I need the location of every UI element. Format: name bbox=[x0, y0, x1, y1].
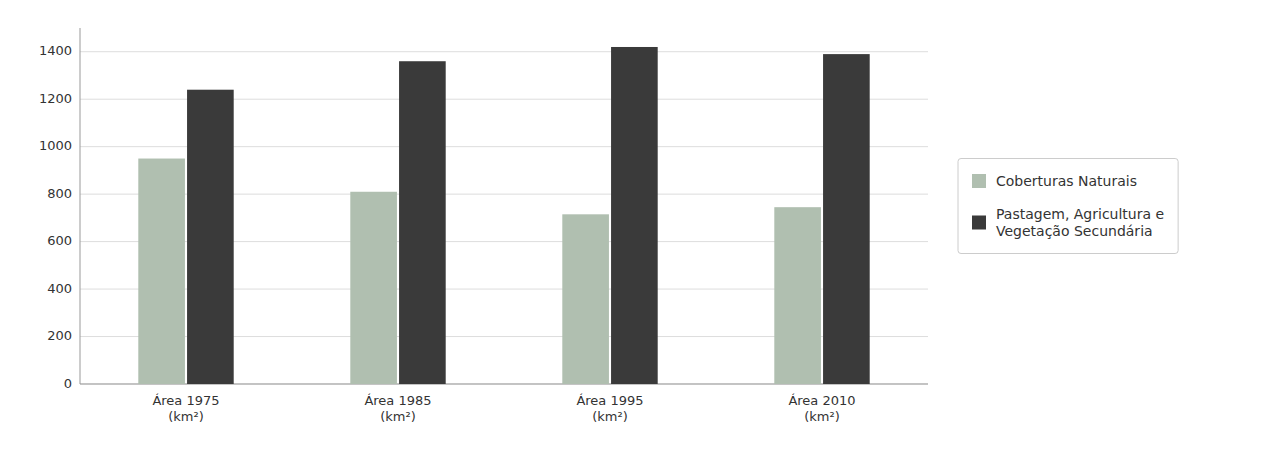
text-line: Área 1995 bbox=[576, 393, 643, 408]
text-line: Área 1975 bbox=[152, 393, 219, 408]
text-line: Área 1985 bbox=[364, 393, 431, 408]
legend-label: Coberturas Naturais bbox=[996, 173, 1137, 189]
bar bbox=[611, 47, 658, 384]
bar bbox=[562, 214, 609, 384]
y-tick-label: 0 bbox=[64, 376, 72, 391]
y-tick-label: 800 bbox=[47, 186, 72, 201]
legend-frame bbox=[958, 159, 1178, 254]
text-line: Coberturas Naturais bbox=[996, 173, 1137, 189]
bar bbox=[138, 159, 185, 384]
legend-label: Pastagem, Agricultura eVegetação Secundá… bbox=[996, 206, 1164, 239]
axes: 0200400600800100012001400Área 1975(km²)Á… bbox=[39, 28, 928, 424]
text-line: (km²) bbox=[804, 409, 840, 424]
bar bbox=[350, 192, 397, 384]
bars bbox=[138, 47, 869, 384]
x-tick-label: Área 2010(km²) bbox=[788, 393, 855, 424]
text-line: Área 2010 bbox=[788, 393, 855, 408]
bar bbox=[187, 90, 234, 384]
text-line: Vegetação Secundária bbox=[996, 223, 1153, 239]
x-tick-label: Área 1995(km²) bbox=[576, 393, 643, 424]
grid-line bbox=[80, 51, 928, 52]
y-tick-label: 1200 bbox=[39, 91, 72, 106]
y-tick-label: 400 bbox=[47, 281, 72, 296]
text-line: Pastagem, Agricultura e bbox=[996, 206, 1164, 222]
y-tick-label: 200 bbox=[47, 328, 72, 343]
legend-swatch bbox=[972, 174, 986, 188]
y-axis-line bbox=[80, 28, 81, 384]
bar bbox=[399, 61, 446, 384]
legend: Coberturas Naturais Pastagem, Agricultura… bbox=[958, 159, 1178, 254]
x-tick-label: Área 1985(km²) bbox=[364, 393, 431, 424]
page: {"chart_data": {"type": "bar", "categori… bbox=[0, 0, 1288, 462]
legend-swatch bbox=[972, 216, 986, 230]
x-tick-label: Área 1975(km²) bbox=[152, 393, 219, 424]
y-tick-label: 1000 bbox=[39, 138, 72, 153]
text-line: (km²) bbox=[380, 409, 416, 424]
text-line: (km²) bbox=[168, 409, 204, 424]
chart-svg: 0200400600800100012001400Área 1975(km²)Á… bbox=[0, 0, 1288, 462]
y-tick-label: 600 bbox=[47, 233, 72, 248]
chart-container: 0200400600800100012001400Área 1975(km²)Á… bbox=[0, 0, 1288, 462]
bar bbox=[774, 207, 821, 384]
grid bbox=[80, 52, 928, 384]
y-tick-label: 1400 bbox=[39, 43, 72, 58]
bar bbox=[823, 54, 870, 384]
text-line: (km²) bbox=[592, 409, 628, 424]
